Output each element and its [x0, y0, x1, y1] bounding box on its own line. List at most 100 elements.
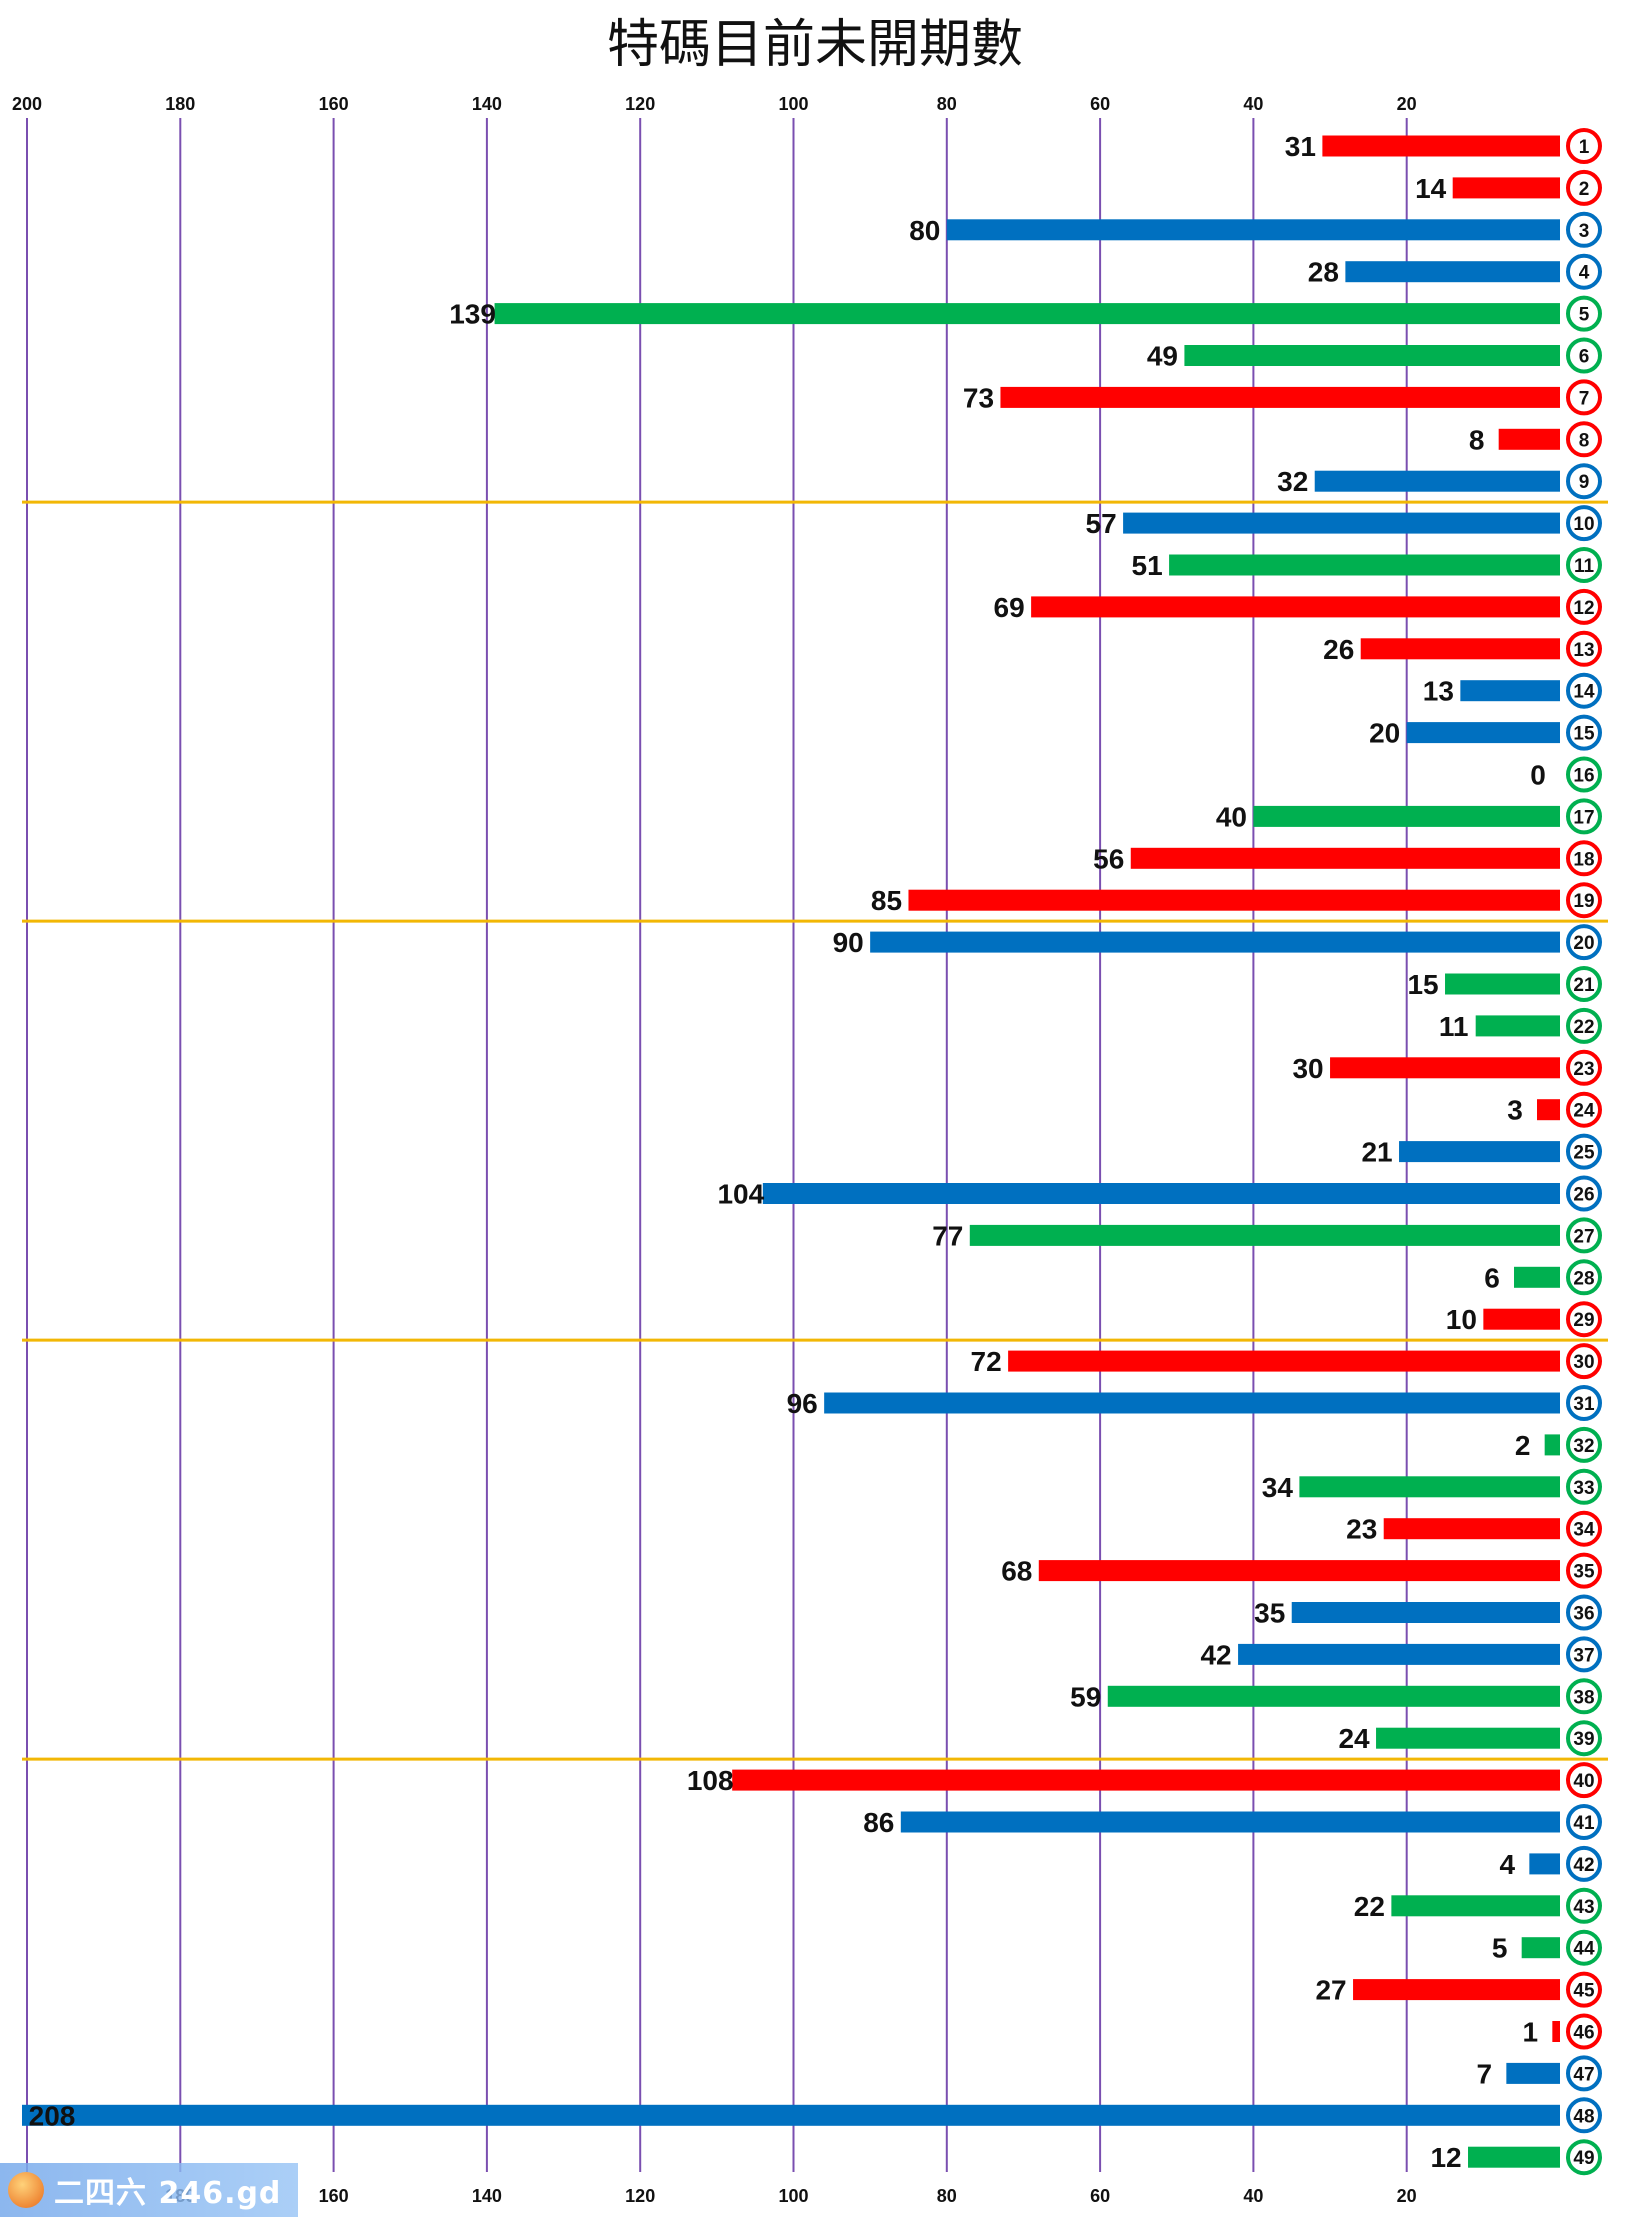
bar [1107, 1685, 1560, 1707]
number-ball-ring [1566, 211, 1602, 248]
number-ball-label: 22 [1573, 1017, 1594, 1038]
x-tick-label-bottom: 160 [319, 2186, 349, 2206]
number-ball-label: 36 [1573, 1604, 1594, 1625]
bar [1383, 1518, 1560, 1540]
number-ball-ring [1566, 1929, 1602, 1966]
number-ball-ring [1566, 1301, 1602, 1338]
number-ball: 36 [1566, 1594, 1602, 1631]
number-ball-label: 16 [1573, 766, 1594, 787]
value-label: 14 [1415, 173, 1447, 204]
number-ball: 22 [1566, 1007, 1602, 1044]
value-label: 96 [787, 1388, 818, 1419]
value-label: 20 [1369, 718, 1400, 749]
number-ball-label: 37 [1573, 1645, 1594, 1666]
x-tick-label-top: 200 [12, 94, 42, 114]
value-label: 22 [1354, 1891, 1385, 1922]
number-ball: 5 [1566, 295, 1602, 332]
number-ball-ring [1566, 1007, 1602, 1044]
bar [908, 889, 1560, 911]
number-ball: 21 [1566, 966, 1602, 1002]
number-ball: 19 [1566, 882, 1602, 919]
number-ball: 47 [1566, 2055, 1602, 2092]
number-ball: 26 [1566, 1175, 1602, 1212]
number-ball-label: 40 [1573, 1771, 1594, 1792]
x-tick-label-top: 100 [778, 94, 808, 114]
bar [732, 1769, 1560, 1791]
number-ball: 46 [1566, 2013, 1602, 2050]
value-label: 15 [1407, 969, 1438, 1000]
value-label: 11 [1439, 1011, 1469, 1042]
number-ball-ring [1566, 379, 1602, 416]
number-ball: 7 [1566, 379, 1602, 416]
value-label: 30 [1292, 1053, 1323, 1084]
number-ball-ring [1566, 1678, 1602, 1715]
number-ball: 20 [1566, 924, 1602, 961]
number-ball-label: 26 [1573, 1185, 1594, 1206]
value-label: 80 [909, 215, 940, 246]
number-ball: 6 [1566, 337, 1602, 374]
number-ball-ring [1566, 672, 1602, 709]
number-ball-label: 38 [1573, 1687, 1594, 1708]
value-label: 21 [1361, 1137, 1392, 1168]
number-ball-label: 21 [1573, 975, 1595, 996]
number-ball: 8 [1566, 421, 1602, 458]
number-ball-label: 12 [1573, 598, 1594, 619]
bar [946, 219, 1560, 241]
value-label: 28 [1308, 257, 1339, 288]
value-label: 77 [932, 1220, 963, 1251]
value-label: 34 [1262, 1472, 1294, 1503]
value-label: 0 [1530, 760, 1546, 791]
number-ball-ring [1566, 2097, 1602, 2134]
number-ball: 34 [1566, 1510, 1602, 1547]
bar [1314, 470, 1560, 492]
bar [1475, 1015, 1560, 1037]
bar [1123, 512, 1560, 534]
number-ball: 43 [1566, 1887, 1602, 1924]
value-label: 208 [29, 2100, 76, 2131]
x-axis-ticks: 2002001801801601601401401201201001008080… [12, 94, 1417, 2206]
value-label: 4 [1500, 1849, 1516, 1880]
value-label: 69 [994, 592, 1025, 623]
x-tick-label-top: 80 [937, 94, 957, 114]
value-label: 23 [1346, 1514, 1377, 1545]
number-ball-ring [1566, 1049, 1602, 1086]
bar [1184, 345, 1560, 366]
x-tick-label-bottom: 140 [472, 2186, 502, 2206]
grid-lines [26, 118, 1408, 2172]
number-ball-ring [1566, 1468, 1602, 1505]
number-ball-label: 5 [1579, 305, 1590, 326]
number-ball: 28 [1566, 1259, 1602, 1296]
value-label: 10 [1446, 1304, 1477, 1335]
bar [1008, 1350, 1560, 1372]
number-ball-label: 46 [1573, 2023, 1594, 2044]
number-ball-ring [1566, 295, 1602, 332]
number-ball: 45 [1566, 1971, 1602, 2008]
number-ball-ring [1566, 1175, 1602, 1212]
number-ball-label: 49 [1573, 2148, 1594, 2169]
bar [1391, 1895, 1560, 1917]
number-ball: 9 [1566, 463, 1602, 500]
number-ball-ring [1566, 2139, 1602, 2176]
value-label: 139 [449, 299, 496, 330]
bar [1406, 722, 1560, 744]
number-ball: 23 [1566, 1049, 1602, 1086]
number-ball: 16 [1566, 756, 1602, 793]
number-ball-label: 25 [1573, 1143, 1595, 1164]
value-label: 24 [1338, 1723, 1370, 1754]
number-ball-ring [1566, 1971, 1602, 2008]
bar [1445, 973, 1560, 995]
number-ball: 42 [1566, 1845, 1602, 1882]
number-ball-label: 13 [1573, 640, 1594, 661]
bar [1544, 1434, 1560, 1456]
number-ball-label: 29 [1573, 1310, 1594, 1331]
number-ball-ring [1566, 1804, 1602, 1840]
number-ball: 38 [1566, 1678, 1602, 1715]
number-ball: 35 [1566, 1552, 1602, 1589]
bar [1345, 261, 1560, 283]
bar [1038, 1560, 1560, 1582]
value-label: 56 [1093, 843, 1124, 874]
value-label: 31 [1285, 131, 1316, 162]
number-ball-label: 14 [1573, 682, 1595, 703]
number-ball-ring [1566, 588, 1602, 625]
bar [1452, 177, 1560, 199]
